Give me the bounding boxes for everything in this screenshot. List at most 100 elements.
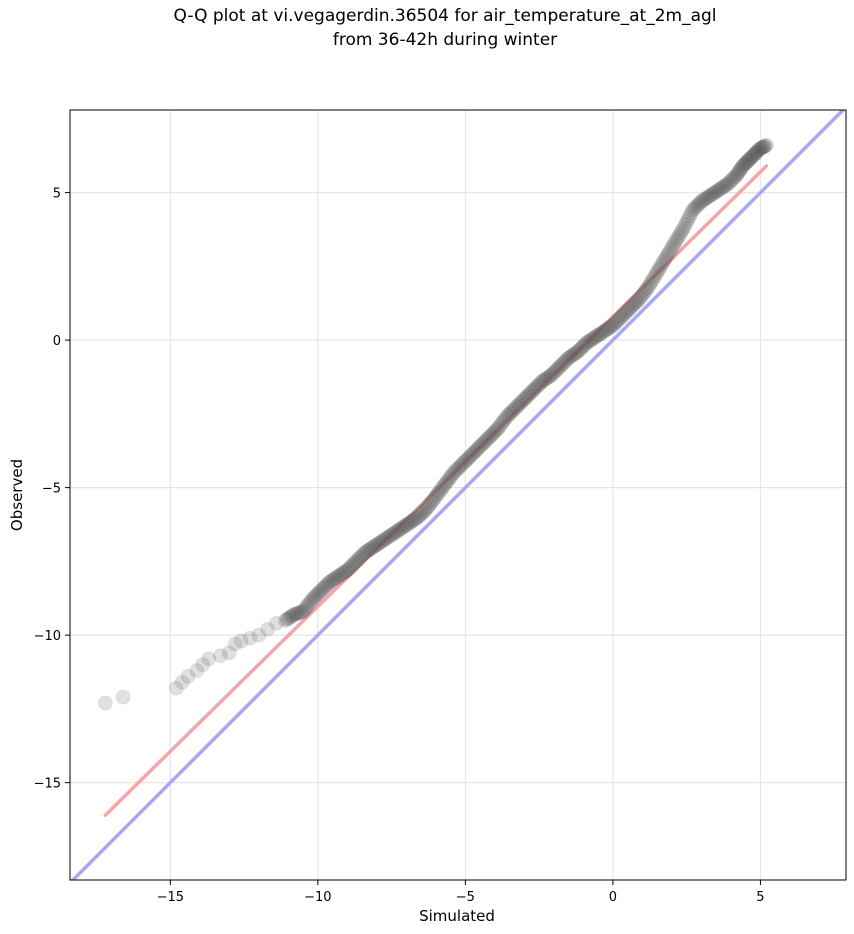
qq-point	[630, 292, 646, 308]
qq-point	[291, 605, 307, 621]
qq-point	[668, 232, 684, 248]
qq-point	[332, 567, 348, 583]
chart-title: Q-Q plot at vi.vegagerdin.36504 for air_…	[173, 6, 717, 26]
qq-point	[620, 303, 636, 319]
qq-point	[713, 181, 729, 197]
qq-point	[674, 222, 690, 238]
qq-point	[482, 428, 498, 444]
qq-point	[727, 168, 743, 184]
qq-point	[302, 594, 318, 610]
qq-point	[756, 138, 772, 154]
qq-point	[382, 528, 398, 544]
y-axis-ticks: −15 −10 −5 0 5	[34, 187, 70, 792]
qq-point	[454, 456, 470, 472]
qq-point	[407, 511, 423, 527]
qq-point	[631, 291, 647, 307]
qq-point	[533, 375, 549, 391]
qq-point	[524, 384, 540, 400]
qq-point	[338, 563, 354, 579]
qq-point	[395, 519, 411, 535]
qq-point	[168, 680, 184, 696]
qq-point	[480, 431, 496, 447]
qq-point	[357, 545, 373, 561]
qq-point	[645, 272, 661, 288]
qq-point	[536, 372, 552, 388]
qq-point	[513, 394, 529, 410]
qq-point	[695, 192, 711, 208]
qq-point	[736, 157, 752, 173]
qq-point	[325, 572, 341, 588]
qq-point	[391, 522, 407, 538]
qq-point	[300, 598, 316, 614]
qq-point	[633, 289, 649, 305]
qq-point	[435, 479, 451, 495]
qq-point	[212, 648, 228, 664]
qq-point	[491, 419, 507, 435]
qq-point	[233, 633, 249, 649]
qq-point	[751, 141, 767, 157]
qq-point	[294, 604, 310, 620]
qq-point	[367, 538, 383, 554]
qq-point	[705, 186, 721, 202]
qq-point	[115, 689, 131, 705]
qq-point	[313, 583, 329, 599]
qq-point	[497, 411, 513, 427]
qq-point	[516, 391, 532, 407]
qq-point	[565, 347, 581, 363]
qq-point	[584, 331, 600, 347]
qq-point	[363, 541, 379, 557]
qq-point	[366, 539, 382, 555]
qq-point	[289, 605, 305, 621]
qq-point	[509, 398, 525, 414]
qq-point	[323, 573, 339, 589]
qq-point	[682, 208, 698, 224]
qq-point	[333, 566, 349, 582]
qq-point	[174, 674, 190, 690]
qq-point	[639, 281, 655, 297]
reference-lines	[70, 110, 846, 880]
qq-point	[331, 568, 347, 584]
qq-point	[738, 155, 754, 171]
qq-point	[676, 220, 692, 236]
qq-point	[592, 326, 608, 342]
qq-point	[322, 574, 338, 590]
qq-point	[319, 577, 335, 593]
qq-point	[716, 179, 732, 195]
qq-point	[731, 164, 747, 180]
qq-point	[311, 584, 327, 600]
qq-point	[297, 602, 313, 618]
qq-point	[277, 612, 293, 628]
qq-point	[478, 432, 494, 448]
qq-point	[748, 144, 764, 160]
qq-point	[304, 592, 320, 608]
qq-point	[345, 556, 361, 572]
qq-point	[373, 534, 389, 550]
qq-point	[733, 161, 749, 177]
qq-point	[359, 544, 375, 560]
qq-point	[437, 477, 453, 493]
x-tick-label-2: −5	[456, 890, 475, 905]
qq-point	[589, 328, 605, 344]
qq-point	[540, 369, 556, 385]
qq-point	[307, 589, 323, 605]
qq-point	[546, 365, 562, 381]
qq-point	[342, 559, 358, 575]
qq-point	[463, 447, 479, 463]
qq-point	[329, 569, 345, 585]
qq-point	[734, 160, 750, 176]
qq-point	[242, 630, 258, 646]
qq-point	[305, 590, 321, 606]
qq-point	[742, 151, 758, 167]
qq-point	[534, 373, 550, 389]
qq-point	[655, 254, 671, 270]
qq-point	[690, 196, 706, 212]
qq-point	[425, 492, 441, 508]
qq-point	[364, 540, 380, 556]
qq-point	[752, 140, 768, 156]
qq-point	[512, 396, 528, 412]
qq-point	[531, 376, 547, 392]
qq-point	[485, 425, 501, 441]
qq-point	[680, 211, 696, 227]
qq-point	[544, 366, 560, 382]
